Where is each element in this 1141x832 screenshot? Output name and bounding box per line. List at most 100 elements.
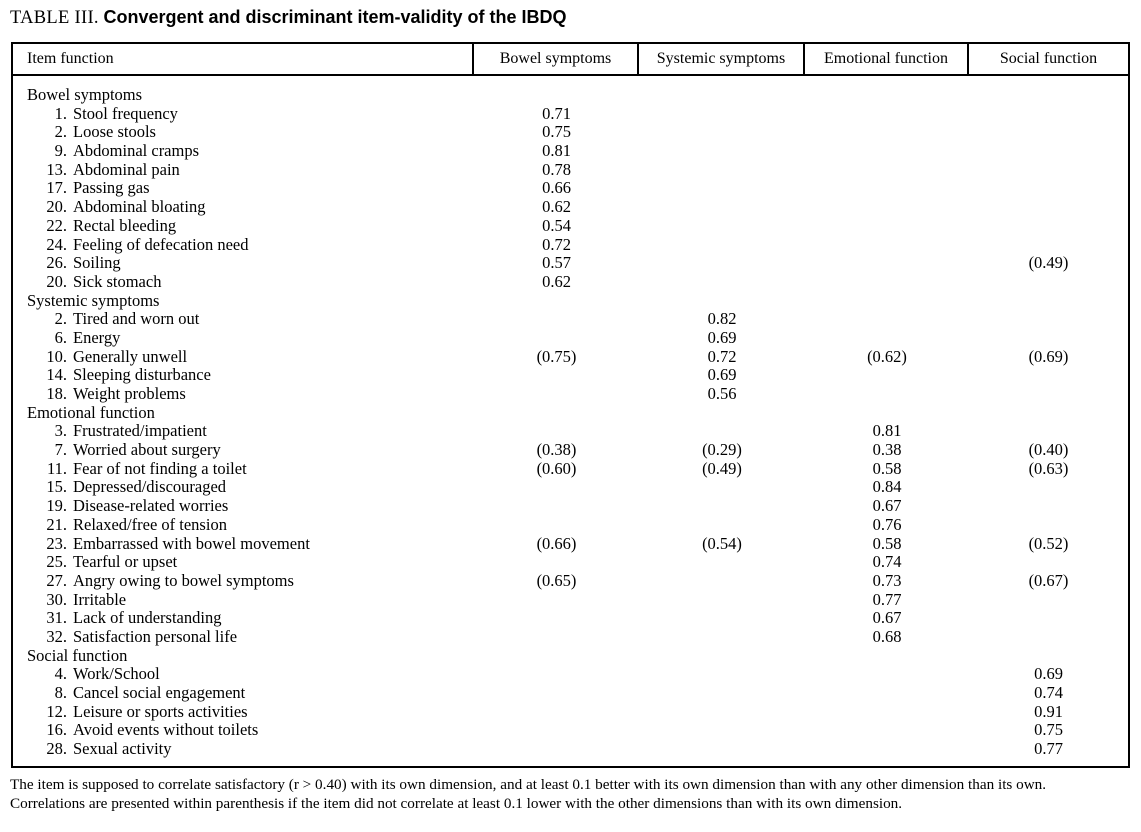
- cell-systemic-symptoms: [639, 740, 805, 759]
- cell-bowel-symptoms: [474, 310, 639, 329]
- cell-bowel-symptoms: (0.60): [536, 458, 577, 478]
- row-label: 28. Sexual activity: [13, 740, 474, 759]
- table-row: 12. Leisure or sports activities 0.91: [13, 702, 1128, 722]
- item-number: 19.: [46, 497, 67, 516]
- item-label: Relaxed/free of tension: [73, 515, 227, 534]
- item-number: 2.: [54, 310, 67, 329]
- cell-emotional-function: [805, 236, 969, 255]
- header-systemic-symptoms: Systemic symptoms: [639, 44, 805, 74]
- cell-systemic-symptoms: [639, 553, 805, 572]
- row-label: 8. Cancel social engagement: [13, 684, 474, 703]
- cell-emotional-function: [805, 684, 969, 703]
- table-row: 2. Loose stools 0.75: [13, 123, 1128, 142]
- cell-emotional-function: 0.73: [872, 570, 902, 590]
- item-label: Lack of understanding: [73, 609, 222, 628]
- cell-systemic-symptoms: [639, 572, 805, 591]
- header-social-function: Social function: [999, 50, 1098, 67]
- item-label: Angry owing to bowel symptoms: [73, 571, 294, 590]
- table-row: 15. Depressed/discouraged 0.84: [13, 478, 1128, 497]
- item-label: Weight problems: [73, 385, 186, 403]
- table-body: Bowel symptoms 1. Stool frequency 0.71 2.…: [13, 76, 1128, 766]
- cell-systemic-symptoms: [639, 86, 805, 105]
- table-row: 2. Tired and worn out 0.82: [13, 310, 1128, 329]
- cell-emotional-function: [805, 721, 969, 740]
- table-row: 23. Embarrassed with bowel movement (0.66…: [13, 534, 1128, 554]
- table-row: 31. Lack of understanding 0.67: [13, 609, 1128, 628]
- cell-social-function: [969, 310, 1128, 329]
- row-label: 27. Angry owing to bowel symptoms: [13, 572, 474, 591]
- cell-emotional-function: [805, 740, 969, 759]
- row-label: 24. Feeling of defecation need: [13, 236, 474, 255]
- cell-bowel-symptoms: [474, 703, 639, 722]
- cell-bowel-symptoms: 0.66: [542, 178, 571, 198]
- cell-emotional-function: [805, 142, 969, 161]
- row-label: 11. Fear of not finding a toilet: [13, 460, 474, 479]
- cell-bowel-symptoms: [474, 553, 639, 572]
- cell-social-function: [969, 329, 1128, 348]
- item-label: Energy: [73, 328, 121, 347]
- header-emotional-function: Emotional function: [805, 44, 969, 74]
- item-number: 1.: [54, 104, 67, 123]
- cell-bowel-symptoms: [474, 721, 639, 740]
- table-row: 32. Satisfaction personal life 0.68: [13, 627, 1128, 647]
- table-row: 22. Rectal bleeding 0.54: [13, 216, 1128, 236]
- item-label: Satisfaction personal life: [73, 627, 238, 646]
- cell-emotional-function: [805, 123, 969, 142]
- cell-emotional-function: [805, 310, 969, 329]
- cell-systemic-symptoms: [639, 703, 805, 722]
- row-label: 3. Frustrated/impatient: [13, 422, 474, 441]
- cell-emotional-function: [805, 404, 969, 423]
- cell-social-function: [969, 404, 1128, 423]
- cell-bowel-symptoms: [474, 591, 639, 610]
- cell-systemic-symptoms: [639, 422, 805, 441]
- cell-social-function: [969, 161, 1128, 180]
- cell-bowel-symptoms: [474, 684, 639, 703]
- item-number: 31.: [46, 609, 67, 628]
- cell-systemic-symptoms: [639, 179, 805, 198]
- cell-systemic-symptoms: 0.82: [707, 309, 737, 329]
- row-label: 20. Sick stomach: [13, 273, 474, 292]
- cell-systemic-symptoms: (0.49): [702, 458, 742, 478]
- item-label: Work/School: [73, 665, 160, 684]
- row-label: Systemic symptoms: [13, 292, 474, 311]
- table-row: 17. Passing gas 0.66: [13, 179, 1128, 198]
- row-label: 17. Passing gas: [13, 179, 474, 198]
- cell-bowel-symptoms: 0.57: [542, 253, 571, 273]
- row-label: 13. Abdominal pain: [13, 161, 474, 180]
- item-number: 18.: [46, 385, 67, 403]
- item-label: Irritable: [73, 590, 127, 609]
- cell-bowel-symptoms: 0.75: [542, 122, 571, 142]
- cell-social-function: [969, 273, 1128, 292]
- item-number: 9.: [54, 142, 67, 161]
- cell-bowel-symptoms: 0.62: [542, 197, 571, 217]
- item-label: Leisure or sports activities: [73, 702, 248, 721]
- table-title-main: Convergent and discriminant item-validit…: [103, 7, 567, 27]
- cell-social-function: [969, 105, 1128, 124]
- cell-systemic-symptoms: [639, 142, 805, 161]
- cell-social-function: [969, 292, 1128, 311]
- table-row: 16. Avoid events without toilets 0.75: [13, 721, 1128, 740]
- row-label: 4. Work/School: [13, 665, 474, 684]
- cell-emotional-function: 0.67: [872, 608, 902, 628]
- cell-systemic-symptoms: 0.72: [707, 346, 737, 366]
- item-label: Rectal bleeding: [73, 216, 177, 235]
- cell-bowel-symptoms: [474, 404, 639, 423]
- item-number: 4.: [54, 665, 67, 684]
- item-number: 25.: [46, 553, 67, 572]
- table-row: 24. Feeling of defecation need 0.72: [13, 235, 1128, 255]
- item-number: 20.: [46, 198, 67, 217]
- item-number: 12.: [46, 702, 67, 721]
- cell-systemic-symptoms: [639, 609, 805, 628]
- cell-social-function: [969, 609, 1128, 628]
- table-row: 13. Abdominal pain 0.78: [13, 160, 1128, 180]
- cell-emotional-function: (0.62): [867, 346, 907, 366]
- cell-emotional-function: 0.77: [872, 589, 902, 609]
- item-label: Sick stomach: [73, 272, 162, 291]
- cell-bowel-symptoms: 0.81: [542, 141, 571, 161]
- cell-systemic-symptoms: [639, 628, 805, 647]
- cell-social-function: (0.40): [1028, 440, 1069, 460]
- table-header-row: Item function Bowel symptoms Systemic sy…: [13, 44, 1128, 76]
- row-label: 6. Energy: [13, 329, 474, 348]
- cell-bowel-symptoms: [474, 609, 639, 628]
- cell-emotional-function: [805, 198, 969, 217]
